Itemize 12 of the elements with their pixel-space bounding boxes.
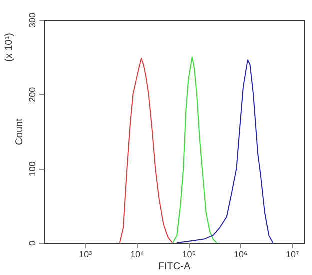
x-tick-label: 10⁷ [286,250,300,260]
x-tick-label: 10⁵ [182,250,196,260]
x-tick-label: 10³ [79,250,92,260]
x-axis-title: FITC-A [158,262,191,272]
y-axis-title: Count [14,118,26,146]
y-tick-label: 0 [28,240,38,246]
x-tick-label: 10⁶ [234,250,248,260]
y-tick-label: 100 [28,162,38,177]
x-tick-label: 10⁴ [130,250,144,260]
text: (x 10¹) [4,33,15,62]
y-tick-label: 200 [28,87,38,102]
y-tick-label: 300 [28,12,38,28]
